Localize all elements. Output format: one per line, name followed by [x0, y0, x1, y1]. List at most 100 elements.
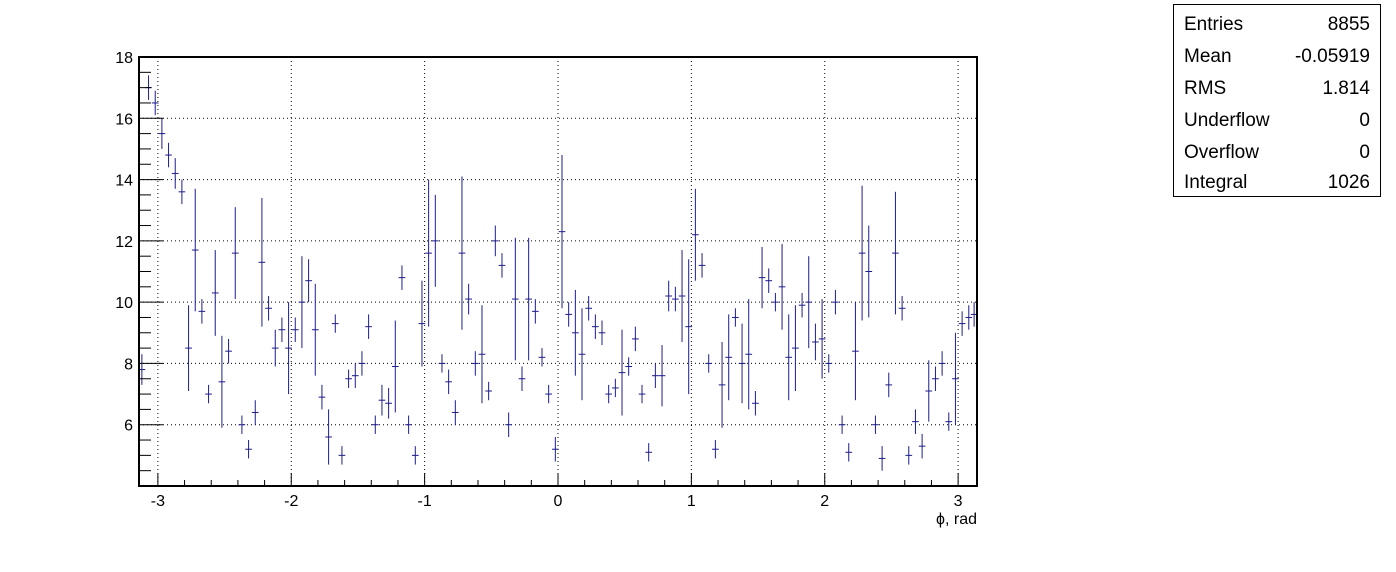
data-point [478, 305, 486, 404]
data-point [351, 363, 359, 388]
data-point [365, 314, 372, 339]
data-point [632, 326, 639, 352]
data-point [692, 188, 699, 281]
data-point [498, 253, 506, 278]
data-point [591, 314, 599, 339]
stats-label: Overflow [1184, 142, 1259, 163]
data-point [285, 302, 292, 395]
data-point [258, 197, 266, 327]
stats-value: 0 [1359, 142, 1370, 163]
stats-value: -0.05919 [1294, 46, 1370, 67]
x-axis-ticks: -3 -2 -1 0 1 2 3 [151, 473, 963, 510]
data-point [878, 446, 886, 471]
data-point [952, 332, 959, 425]
data-point [638, 384, 646, 404]
data-point [418, 280, 426, 367]
data-point [665, 280, 673, 312]
data-point [765, 268, 773, 293]
data-point [278, 317, 286, 342]
y-tick-label: 6 [124, 418, 133, 435]
data-point [745, 299, 753, 410]
x-tick-label: 0 [554, 493, 563, 510]
data-point [538, 348, 546, 367]
data-point [672, 286, 679, 312]
x-tick-label: -1 [418, 493, 432, 510]
data-point [151, 90, 159, 116]
data-point [818, 299, 826, 379]
stats-value: 8855 [1327, 14, 1370, 35]
data-point [872, 415, 879, 434]
data-point [838, 415, 846, 434]
data-point [531, 299, 539, 324]
data-point [558, 155, 566, 309]
stats-value: 1026 [1327, 172, 1370, 193]
data-point [245, 440, 252, 459]
y-tick-label: 12 [115, 234, 133, 251]
data-point [772, 292, 779, 312]
data-point [471, 351, 479, 376]
x-tick-label: 1 [687, 493, 696, 510]
data-point [318, 384, 326, 410]
y-axis-ticks: 6 8 10 12 14 16 18 [115, 50, 163, 472]
y-tick-label: 14 [115, 173, 133, 190]
data-point [211, 250, 219, 336]
data-point [912, 409, 919, 434]
data-point [411, 446, 419, 465]
data-point [645, 443, 653, 462]
data-point [805, 256, 813, 349]
data-point [685, 259, 693, 395]
data-point [405, 415, 412, 434]
data-point [298, 256, 306, 349]
data-point [265, 296, 272, 321]
stats-box: Entries 8855 Mean -0.05919 RMS 1.814 Und… [1173, 4, 1381, 197]
data-point [465, 283, 472, 315]
data-point [505, 412, 513, 437]
stats-row-underflow: Underflow 0 [1184, 105, 1370, 137]
data-point [705, 354, 713, 373]
data-point [198, 299, 206, 324]
data-point [565, 302, 573, 327]
data-point [732, 308, 739, 327]
y-tick-label: 16 [115, 111, 133, 128]
y-tick-label: 8 [124, 356, 133, 373]
data-point [251, 400, 259, 425]
data-point [885, 372, 893, 398]
data-point [725, 314, 733, 401]
data-point [571, 289, 579, 376]
data-point [658, 345, 666, 407]
data-point [491, 225, 499, 257]
data-point [551, 436, 559, 462]
data-point [758, 246, 766, 309]
stats-label: Mean [1184, 46, 1232, 67]
data-point [518, 366, 526, 392]
data-point [338, 446, 346, 465]
data-point [718, 341, 726, 428]
data-point [625, 357, 633, 376]
data-point [178, 179, 186, 205]
data-point [271, 329, 279, 367]
data-point [358, 351, 366, 376]
data-point [605, 384, 613, 404]
data-point [925, 360, 933, 422]
data-point [798, 292, 806, 318]
y-tick-label: 18 [115, 50, 133, 67]
data-point [945, 412, 953, 431]
stats-row-overflow: Overflow 0 [1184, 137, 1370, 169]
data-point [852, 302, 859, 401]
data-point [311, 283, 319, 376]
stats-row-integral: Integral 1026 [1184, 167, 1370, 199]
data-point [425, 179, 432, 327]
data-point [825, 354, 833, 373]
data-point [158, 118, 166, 149]
data-point [345, 369, 352, 388]
data-point [832, 289, 839, 315]
x-tick-label: -2 [284, 493, 298, 510]
data-point [305, 259, 312, 303]
data-point [378, 384, 386, 416]
data-point [191, 188, 199, 312]
data-point [598, 320, 606, 346]
data-points [139, 75, 977, 471]
data-point [778, 243, 786, 330]
data-point [932, 366, 939, 392]
